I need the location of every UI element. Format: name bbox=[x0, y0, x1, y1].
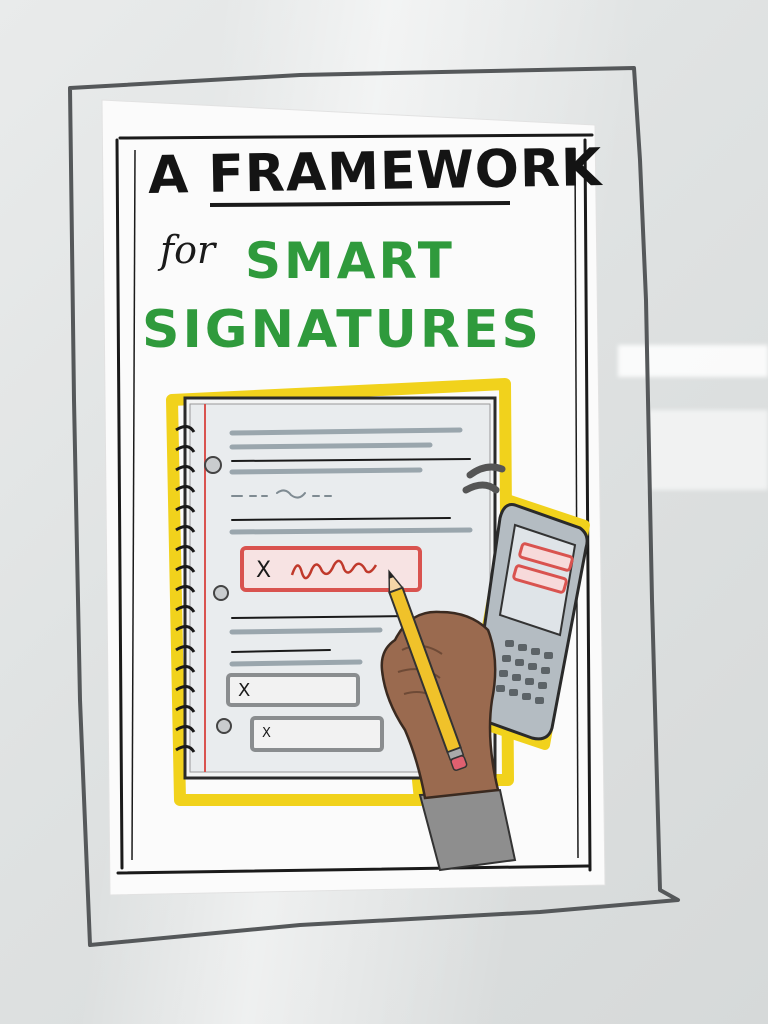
binder-hole bbox=[204, 456, 222, 474]
phone-keypad bbox=[496, 640, 553, 704]
binder-hole bbox=[216, 718, 232, 734]
form-field-2 bbox=[250, 716, 384, 752]
notebook-spiral bbox=[175, 425, 196, 753]
form-field-1 bbox=[226, 673, 360, 707]
phone-field-1 bbox=[518, 542, 574, 572]
notebook-highlight bbox=[166, 378, 514, 806]
wireless-signal-icon bbox=[462, 463, 506, 494]
pencil-icon bbox=[388, 569, 468, 771]
binder-hole bbox=[213, 585, 229, 601]
tape-border bbox=[68, 66, 680, 947]
signature-scribble bbox=[290, 559, 378, 580]
ceiling-light-reflection-2 bbox=[648, 410, 768, 490]
title-underline bbox=[209, 201, 511, 207]
notebook-text-lines bbox=[229, 427, 473, 667]
ceiling-light-reflection bbox=[618, 345, 768, 377]
poster-inner-frame bbox=[115, 133, 594, 875]
phone-field-2 bbox=[512, 564, 568, 594]
